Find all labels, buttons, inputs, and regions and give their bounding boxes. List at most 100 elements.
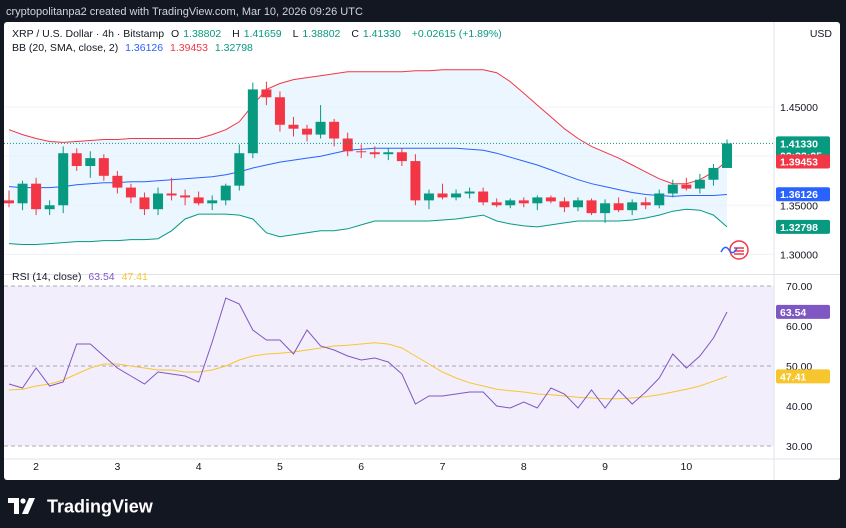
candle-body-3 bbox=[44, 205, 55, 210]
low-value: L 1.38802 bbox=[293, 28, 345, 40]
candle-body-34 bbox=[464, 191, 475, 194]
candle-body-33 bbox=[451, 193, 462, 198]
candle-body-20 bbox=[274, 97, 285, 125]
rsi-tick-1: 60.00 bbox=[786, 321, 812, 333]
rsi-tick-4: 30.00 bbox=[786, 441, 812, 453]
candle-body-8 bbox=[112, 175, 123, 188]
tag-bb-basis-box bbox=[776, 187, 830, 202]
tag-bb-upper-box bbox=[776, 154, 830, 169]
candle-body-32 bbox=[437, 193, 448, 198]
candle-body-52 bbox=[708, 167, 719, 180]
candle-body-38 bbox=[518, 200, 529, 204]
tradingview-logo-icon bbox=[8, 498, 35, 515]
time-tick-2: 2 bbox=[33, 461, 39, 473]
candle-26 bbox=[356, 144, 367, 159]
rsi-ma-value: 47.41 bbox=[121, 271, 148, 283]
candle-31 bbox=[423, 189, 434, 210]
candle-body-26 bbox=[356, 151, 367, 153]
candle-52 bbox=[708, 164, 719, 186]
candle-body-39 bbox=[532, 197, 543, 204]
price-tick-0: 1.45000 bbox=[780, 102, 818, 114]
candle-body-9 bbox=[125, 187, 136, 198]
candle-body-0 bbox=[4, 200, 14, 204]
open-label: O bbox=[171, 28, 180, 40]
tag-bb-lower-box bbox=[776, 219, 830, 234]
candle-14 bbox=[193, 191, 204, 206]
candle-body-7 bbox=[98, 158, 109, 176]
candle-body-6 bbox=[85, 158, 96, 166]
pane-divider[interactable] bbox=[4, 274, 840, 275]
candle-body-5 bbox=[71, 153, 82, 166]
candle-body-18 bbox=[247, 89, 258, 154]
candle-41 bbox=[559, 197, 570, 213]
candle-36 bbox=[491, 198, 502, 208]
candle-body-43 bbox=[586, 200, 597, 214]
candle-38 bbox=[518, 197, 529, 208]
candle-body-49 bbox=[667, 184, 678, 194]
high-value: H 1.41659 bbox=[232, 28, 286, 40]
alert-icon[interactable] bbox=[720, 240, 749, 260]
candle-33 bbox=[451, 189, 462, 201]
tag-bb-basis-text: 1.36126 bbox=[780, 189, 818, 201]
open-value: O 1.38802 bbox=[171, 28, 225, 40]
candle-47 bbox=[640, 197, 651, 210]
time-tick-3: 3 bbox=[114, 461, 120, 473]
symbol-name[interactable]: XRP / U.S. Dollar · 4h · Bitstamp bbox=[12, 28, 165, 40]
candle-53 bbox=[722, 139, 732, 168]
candle-3 bbox=[44, 200, 55, 216]
candle-17 bbox=[234, 144, 245, 191]
candle-16 bbox=[220, 183, 231, 206]
close-number: 1.41330 bbox=[362, 28, 401, 40]
bollinger-bands bbox=[8, 69, 728, 245]
candle-body-37 bbox=[505, 200, 516, 206]
candle-body-45 bbox=[613, 203, 624, 211]
chart-credit-header: cryptopolitanpa2 created with TradingVie… bbox=[6, 6, 363, 18]
chart-panel[interactable]: 23456789101.450001.400001.350001.3000070… bbox=[4, 22, 840, 480]
candle-15 bbox=[207, 195, 218, 211]
tradingview-wordmark: TradingView bbox=[47, 496, 153, 517]
candle-49 bbox=[667, 179, 678, 198]
candle-body-25 bbox=[342, 138, 353, 152]
candle-body-17 bbox=[234, 153, 245, 186]
candle-46 bbox=[627, 199, 638, 216]
candle-13 bbox=[180, 189, 191, 206]
candle-body-16 bbox=[220, 185, 231, 201]
bb-legend[interactable]: BB (20, SMA, close, 2) 1.36126 1.39453 1… bbox=[12, 41, 257, 55]
candle-body-28 bbox=[383, 152, 394, 155]
high-number: 1.41659 bbox=[243, 28, 282, 40]
candle-10 bbox=[139, 192, 150, 216]
candle-body-40 bbox=[545, 197, 556, 202]
rsi-legend[interactable]: RSI (14, close) 63.54 47.41 bbox=[12, 270, 152, 284]
flash-icon bbox=[720, 246, 738, 254]
candle-body-50 bbox=[681, 184, 692, 189]
candle-42 bbox=[572, 197, 583, 212]
candle-43 bbox=[586, 198, 597, 216]
candle-39 bbox=[532, 195, 543, 211]
candle-body-27 bbox=[369, 152, 380, 155]
rsi-label: RSI (14, close) bbox=[12, 271, 82, 283]
candle-32 bbox=[437, 183, 448, 200]
time-tick-10: 10 bbox=[681, 461, 693, 473]
symbol-legend: XRP / U.S. Dollar · 4h · Bitstamp O 1.388… bbox=[12, 27, 506, 41]
bb-band-fill bbox=[9, 69, 727, 245]
candle-body-1 bbox=[17, 183, 28, 204]
tag-bb-upper-text: 1.39453 bbox=[780, 157, 818, 169]
candle-body-24 bbox=[329, 121, 340, 139]
candle-21 bbox=[288, 116, 299, 137]
close-label: C bbox=[351, 28, 359, 40]
low-number: 1.38802 bbox=[302, 28, 341, 40]
candle-6 bbox=[85, 151, 96, 178]
candle-20 bbox=[274, 91, 285, 132]
chart-canvas[interactable]: 23456789101.450001.400001.350001.3000070… bbox=[4, 22, 840, 480]
tag-rsi-ma-box bbox=[776, 369, 830, 384]
candle-body-4 bbox=[58, 153, 69, 206]
time-tick-9: 9 bbox=[602, 461, 608, 473]
currency-label[interactable]: USD bbox=[809, 28, 832, 40]
tag-rsi-ma-text: 47.41 bbox=[780, 371, 806, 383]
candle-27 bbox=[369, 146, 380, 159]
candle-body-31 bbox=[423, 193, 434, 201]
candle-body-19 bbox=[261, 89, 272, 98]
rsi-tick-0: 70.00 bbox=[786, 281, 812, 293]
candle-body-42 bbox=[572, 200, 583, 208]
